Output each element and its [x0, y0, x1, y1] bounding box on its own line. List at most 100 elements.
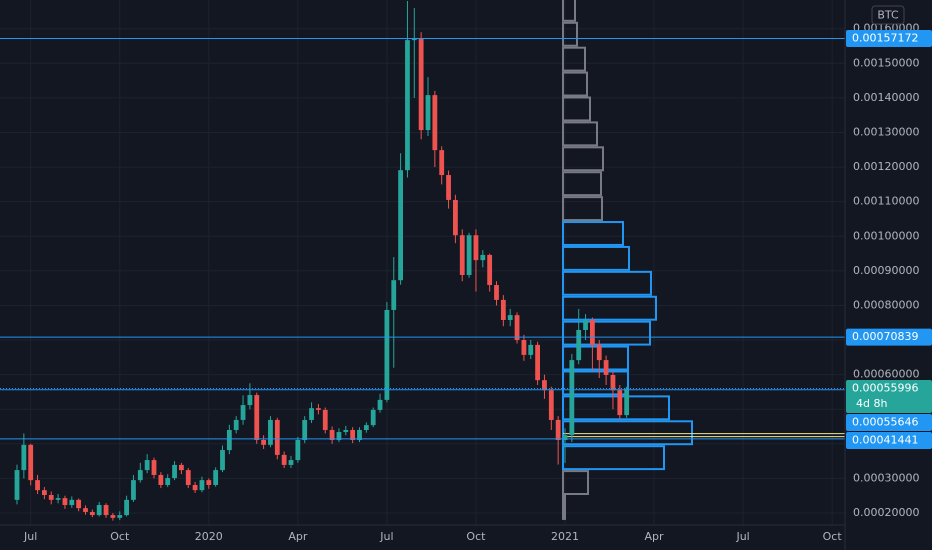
- candle-body: [336, 432, 342, 441]
- candle-body: [555, 419, 561, 441]
- candle-body: [432, 95, 438, 151]
- y-tick-label: 0.00120000: [853, 160, 919, 173]
- candle-body: [220, 450, 225, 471]
- candle-body: [391, 280, 397, 310]
- candle-body: [48, 495, 54, 500]
- candle-body: [357, 429, 362, 441]
- profile-row: [562, 96, 591, 122]
- candle-body: [603, 360, 609, 375]
- candle-body: [521, 340, 527, 355]
- candle-body: [425, 95, 431, 131]
- profile-row: [562, 46, 586, 72]
- candle-body: [562, 435, 568, 441]
- y-tick-label: 0.00060000: [853, 368, 919, 381]
- profile-row: [562, 345, 629, 371]
- candle-body: [103, 505, 109, 516]
- candle-body: [439, 150, 445, 176]
- candle-body: [610, 374, 616, 391]
- candle-body: [96, 505, 102, 516]
- candle-body: [124, 499, 129, 516]
- candle-body: [453, 199, 458, 236]
- candle-body: [213, 470, 219, 485]
- profile-row: [562, 495, 566, 520]
- candles: [14, 1, 630, 521]
- candle-body: [548, 390, 554, 420]
- candle-body: [35, 480, 40, 491]
- y-tick-label: 0.00150000: [853, 56, 919, 69]
- candle-body: [398, 170, 403, 281]
- profile-row: [562, 320, 651, 346]
- y-tick-label: 0.00140000: [853, 91, 919, 104]
- candle-body: [172, 464, 177, 479]
- candle-body: [316, 408, 321, 410]
- profile-row: [562, 295, 657, 321]
- candle-body: [302, 419, 308, 441]
- candle-body: [288, 460, 294, 465]
- candle-body: [405, 40, 410, 171]
- candle-body: [76, 499, 82, 509]
- volume-profile: [562, 0, 845, 520]
- candle-body: [21, 444, 27, 471]
- candle-body: [576, 330, 582, 361]
- candle-body: [377, 399, 383, 410]
- candle-body: [192, 484, 198, 491]
- candle-body: [329, 429, 335, 441]
- profile-row: [562, 370, 629, 396]
- candle-body: [370, 409, 376, 426]
- candle-body: [384, 309, 390, 400]
- profile-row: [562, 445, 665, 471]
- y-tick-label: 0.00030000: [853, 471, 919, 484]
- profile-row: [562, 245, 630, 271]
- candle-body: [617, 390, 623, 416]
- candle-body: [144, 460, 150, 471]
- candle-body: [322, 409, 328, 430]
- x-tick-label: Apr: [645, 530, 665, 543]
- candle-body: [83, 508, 88, 512]
- x-tick-label: 2020: [195, 530, 223, 543]
- candle-body: [165, 478, 171, 485]
- candle-body: [89, 511, 95, 516]
- candle-body: [494, 285, 499, 300]
- candle-body: [226, 429, 232, 451]
- price-label-box: [846, 379, 932, 413]
- candle-body: [268, 419, 273, 445]
- x-tick-label: Jul: [23, 530, 37, 543]
- grid: [0, 0, 845, 525]
- profile-row: [562, 171, 602, 197]
- candle-body: [206, 480, 212, 485]
- price-label: 0.00055996: [852, 381, 918, 394]
- profile-row: [562, 470, 589, 496]
- candle-body: [131, 480, 136, 500]
- candle-body: [247, 395, 253, 406]
- y-tick-label: 0.00130000: [853, 125, 919, 138]
- candle-body: [446, 175, 451, 200]
- candle-body: [528, 344, 534, 355]
- unit-label: BTC: [877, 9, 899, 22]
- candle-body: [199, 480, 205, 491]
- profile-row: [562, 21, 578, 47]
- candle-body: [466, 235, 472, 276]
- candle-body: [295, 440, 301, 461]
- x-tick-label: Oct: [110, 530, 130, 543]
- candle-body: [418, 38, 424, 131]
- countdown-label: 4d 8h: [856, 397, 887, 410]
- price-label-box: [846, 431, 932, 449]
- candle-body: [500, 299, 506, 320]
- candle-body: [487, 254, 493, 286]
- x-tick-label: Oct: [823, 530, 843, 543]
- y-tick-label: 0.00090000: [853, 264, 919, 277]
- candle-body: [240, 405, 246, 420]
- y-tick-label: 0.00100000: [853, 229, 919, 242]
- candle-body: [55, 498, 61, 500]
- candle-body: [624, 388, 630, 416]
- price-label: 0.00041441: [852, 433, 918, 446]
- candle-body: [261, 440, 266, 445]
- candle-body: [281, 454, 287, 465]
- candle-body: [309, 408, 314, 420]
- candle-body: [411, 38, 417, 41]
- profile-row: [562, 196, 603, 222]
- candle-body: [507, 315, 513, 320]
- candle-body: [28, 444, 34, 481]
